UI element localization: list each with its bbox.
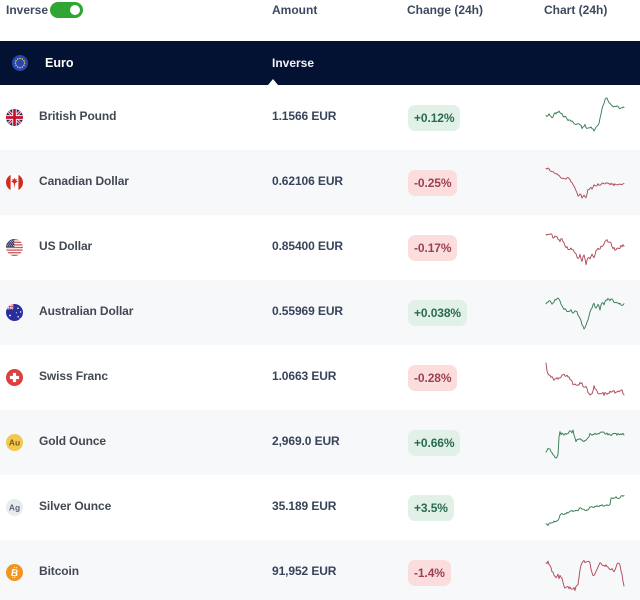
svg-text:B: B bbox=[10, 568, 19, 580]
svg-text:Ag: Ag bbox=[9, 503, 20, 513]
svg-text:Au: Au bbox=[9, 438, 20, 448]
